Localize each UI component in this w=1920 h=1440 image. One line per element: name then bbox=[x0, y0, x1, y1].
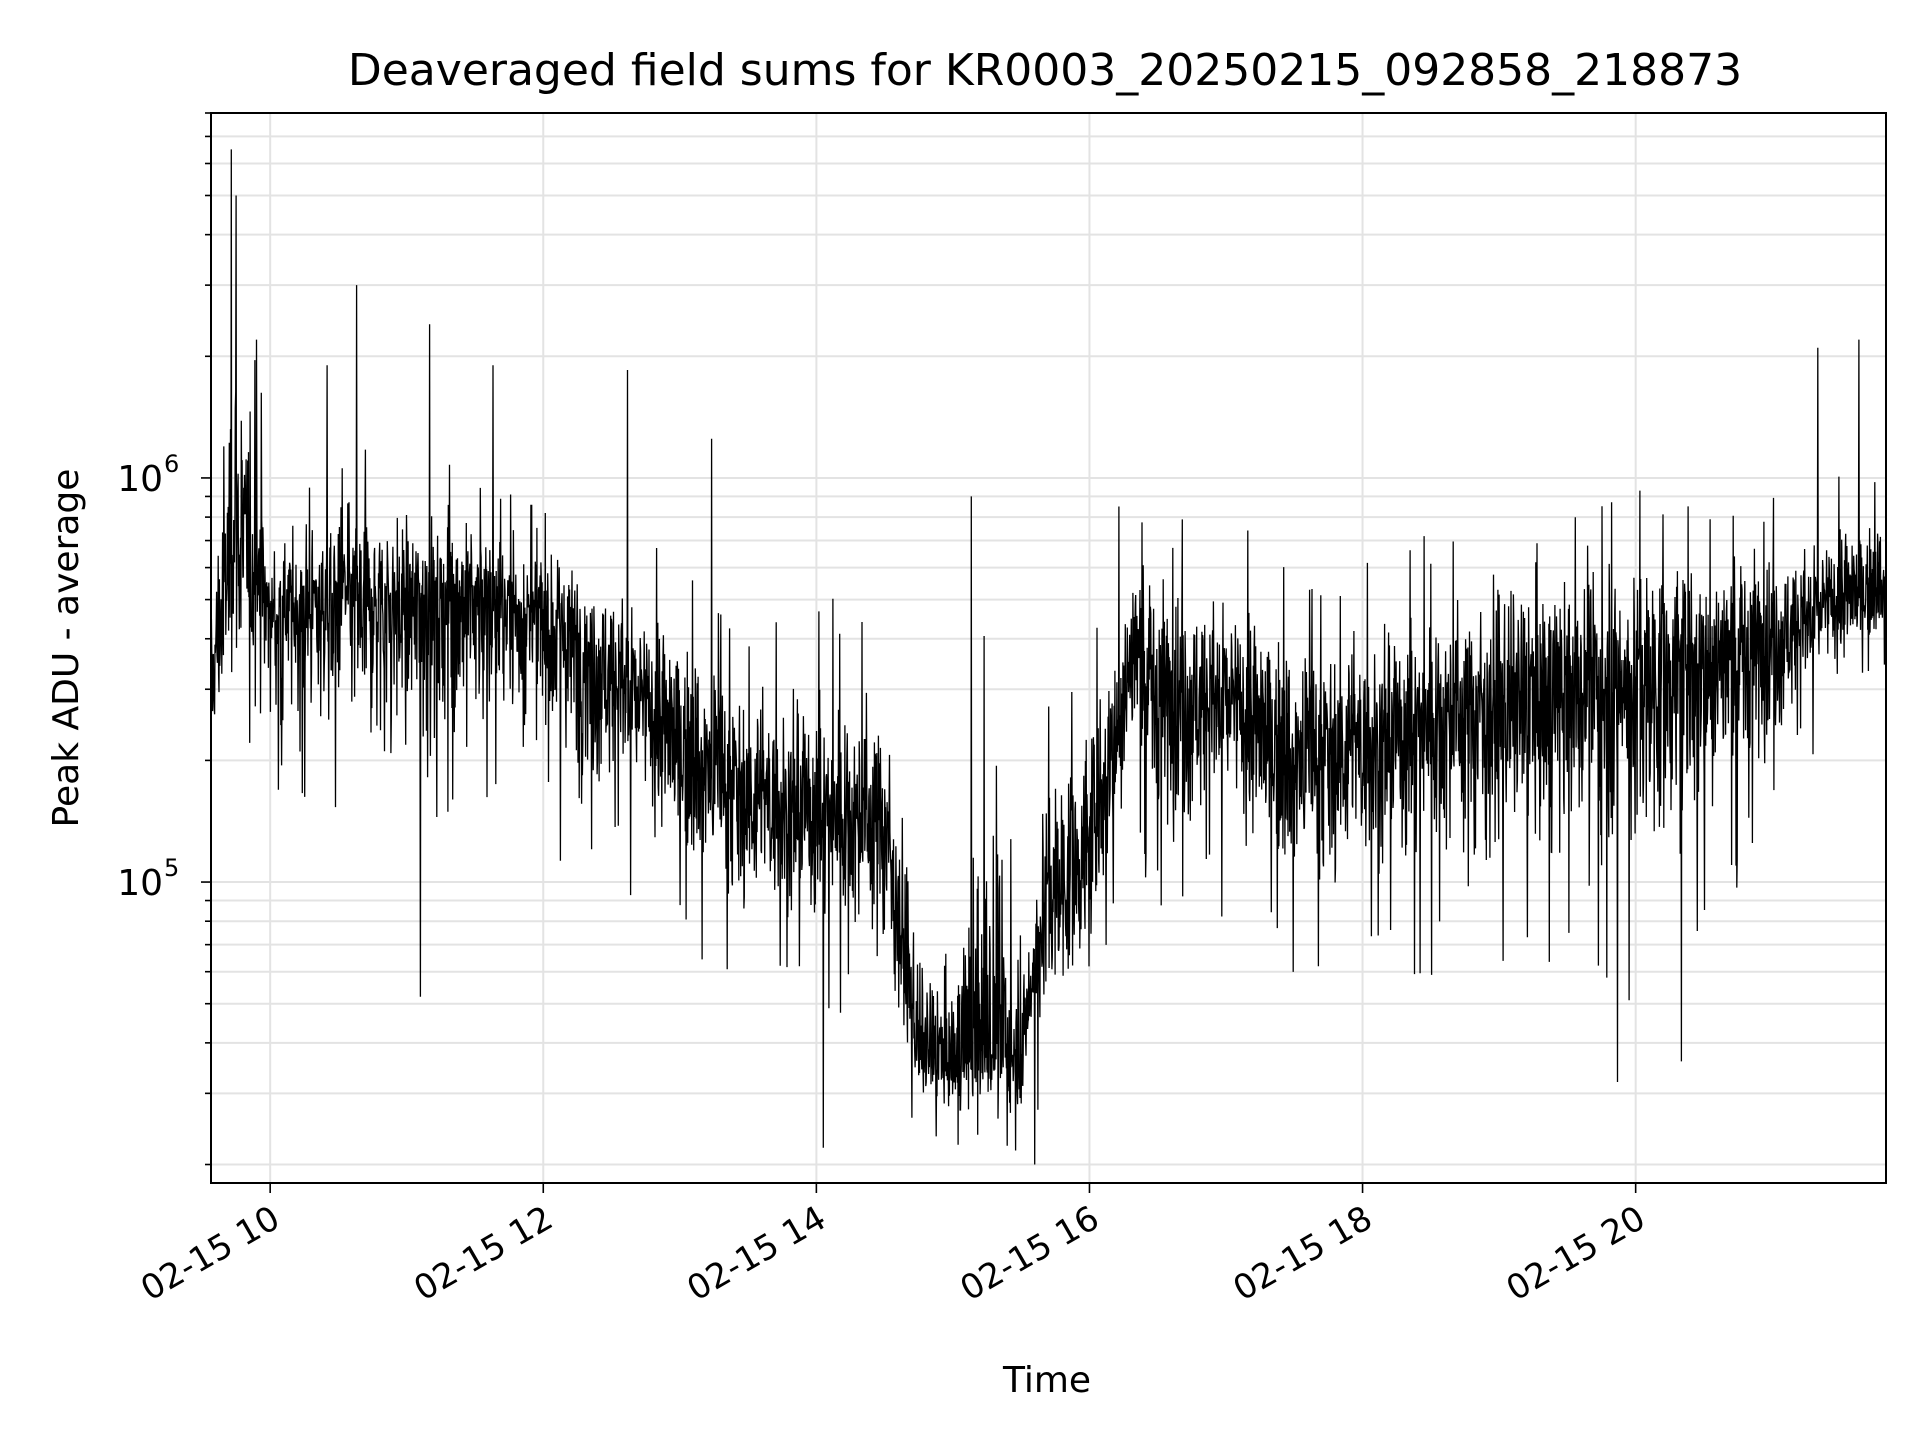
y-tick-label: 10 bbox=[117, 863, 163, 904]
y-tick-label: 10 bbox=[117, 459, 163, 500]
y-tick-exponent: 6 bbox=[164, 450, 179, 478]
y-tick-exponent: 5 bbox=[164, 854, 179, 882]
x-axis-label: Time bbox=[1002, 1360, 1091, 1401]
chart-title: Deaveraged field sums for KR0003_2025021… bbox=[348, 45, 1742, 96]
plot-frame bbox=[210, 112, 1887, 1184]
y-axis-label: Peak ADU - average bbox=[46, 469, 87, 828]
plot-area bbox=[211, 149, 1886, 1165]
series-line bbox=[211, 149, 1886, 1165]
